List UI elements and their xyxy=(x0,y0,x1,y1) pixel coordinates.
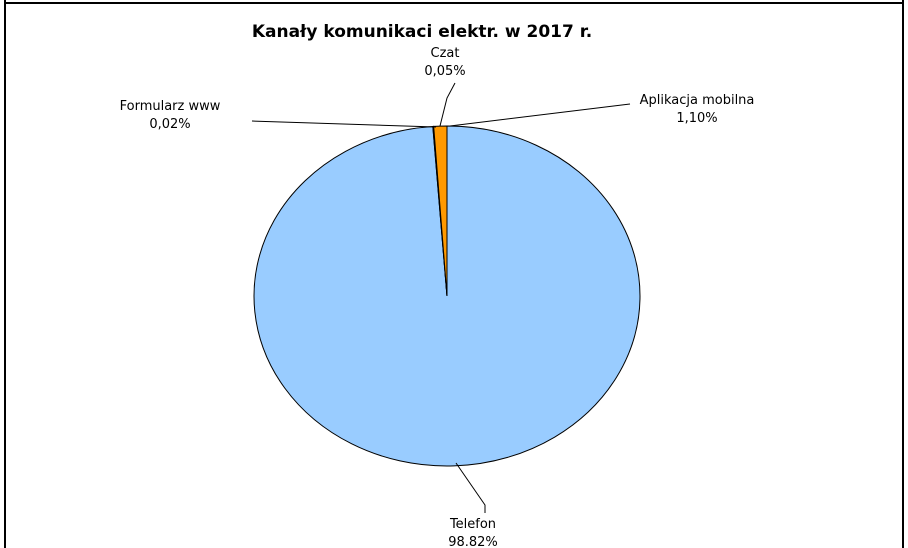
slice-name-aplikacja-mobilna: Aplikacja mobilna xyxy=(640,93,755,108)
leader-line-aplikacja-mobilna xyxy=(449,103,631,127)
slice-value-formularz-www: 0,02% xyxy=(149,117,190,132)
leader-line-formularz-www xyxy=(251,120,437,128)
slice-name-czat: Czat xyxy=(431,46,460,61)
chart-title: Kanały komunikaci elektr. w 2017 r. xyxy=(252,22,592,42)
slice-value-telefon: 98.82% xyxy=(448,535,498,548)
pie-slice-aplikacja-mobilna xyxy=(433,125,448,297)
slice-name-telefon: Telefon xyxy=(449,517,496,532)
slice-value-aplikacja-mobilna: 1,10% xyxy=(676,111,717,126)
slice-labels: Telefon 98.82% Formularz www 0,02% Czat 0,05%… xyxy=(120,46,755,548)
pie-slices xyxy=(253,125,641,467)
slice-value-czat: 0,05% xyxy=(424,64,465,79)
leader-line-czat xyxy=(439,82,456,127)
slice-name-formularz-www: Formularz www xyxy=(120,99,221,114)
leader-lines xyxy=(251,82,631,513)
leader-line-telefon xyxy=(455,462,486,513)
